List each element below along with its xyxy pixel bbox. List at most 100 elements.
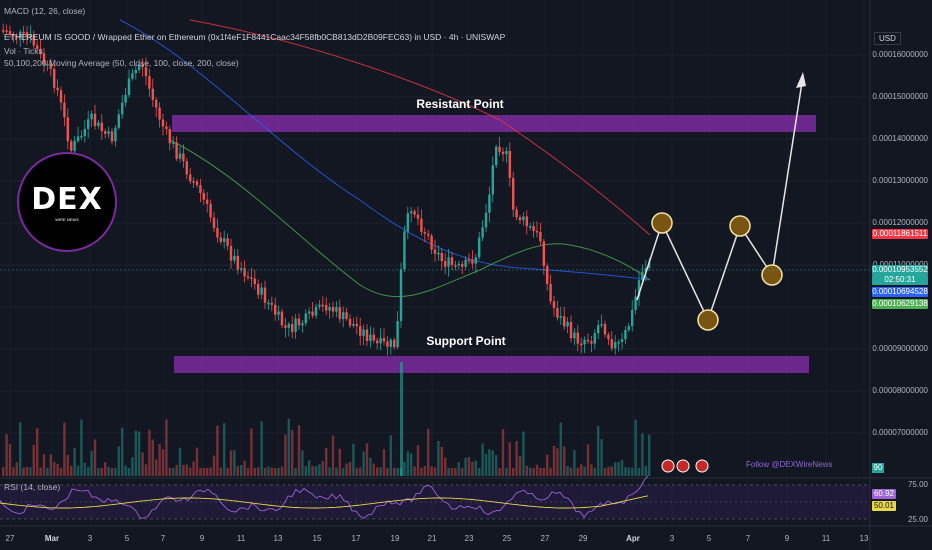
volume-bar (76, 465, 80, 476)
volume-bar (597, 426, 600, 476)
candle (386, 341, 389, 347)
candle (447, 257, 450, 267)
volume-bar (134, 430, 137, 476)
candle (257, 284, 260, 295)
candle (168, 129, 171, 144)
flag-icon[interactable] (676, 459, 690, 473)
candle (552, 301, 556, 309)
x-axis-label: Apr (626, 534, 640, 543)
volume-bar (603, 467, 607, 476)
candle (107, 131, 110, 134)
candle (471, 259, 474, 264)
volume-bar (59, 467, 63, 476)
volume-bar (25, 466, 29, 476)
volume-bar (393, 467, 396, 476)
candle (80, 135, 83, 138)
candle (454, 264, 457, 267)
volume-bar (304, 466, 307, 476)
y-axis-label: 0.00009000000 (872, 344, 928, 353)
last-price-badge: 0.00010953552 (872, 265, 928, 275)
x-axis-label: 25 (502, 534, 512, 543)
flag-icon[interactable] (695, 459, 709, 473)
candle (437, 252, 440, 255)
volume-bar (525, 465, 528, 476)
candle (148, 76, 151, 89)
volume-bar (240, 465, 243, 476)
rsi-label: RSI (14, close) (4, 482, 61, 492)
candle (175, 142, 178, 159)
candle (165, 126, 168, 130)
logo-subtext: WIRE NEWS (55, 217, 79, 222)
candle (648, 262, 651, 268)
candle (223, 238, 226, 242)
candle (260, 287, 263, 295)
currency-selector[interactable]: USD (874, 32, 901, 45)
candle (49, 64, 52, 69)
volume-bar (376, 467, 379, 476)
volume-bar (141, 452, 144, 476)
candle (8, 31, 12, 35)
candle (430, 235, 433, 250)
volume-bar (287, 418, 290, 476)
candle (15, 36, 18, 38)
volume-bar (107, 466, 110, 476)
candle (328, 307, 331, 311)
candle (440, 252, 443, 262)
candle (236, 255, 239, 270)
volume-bar (195, 447, 199, 476)
candle (413, 211, 416, 215)
volume-bar (270, 467, 273, 476)
ma-red-badge: 0.00011861511 (872, 229, 928, 239)
volume-bar (138, 431, 141, 476)
volume-bar (32, 444, 35, 476)
volume-bar (382, 449, 386, 476)
volume-bar (447, 467, 450, 476)
volume-bar (250, 428, 253, 476)
volume-bar (338, 448, 341, 476)
volume-bar (648, 434, 651, 476)
candle (209, 203, 212, 218)
volume-bar (39, 467, 42, 476)
candle (25, 32, 29, 38)
volume-bar (406, 451, 409, 476)
volume-bar (219, 467, 222, 476)
x-axis-label: 21 (427, 534, 437, 543)
volume-bar (29, 467, 32, 476)
volume-bar (593, 467, 596, 476)
volume-bar (481, 443, 484, 476)
volume-bar (63, 422, 66, 476)
x-axis-label: 3 (87, 534, 93, 543)
candle (345, 312, 348, 319)
volume-bar (15, 462, 18, 476)
candle (127, 78, 131, 96)
candle (600, 324, 603, 326)
volume-bar (342, 467, 345, 476)
volume-bar (172, 467, 175, 476)
x-axis-label: 27 (540, 534, 550, 543)
flag-icon[interactable] (661, 459, 675, 473)
candle (348, 318, 352, 326)
candle (314, 306, 318, 316)
candle (297, 318, 301, 326)
candle (372, 334, 375, 341)
candle (393, 339, 396, 348)
volume-bar (372, 463, 375, 476)
candle (158, 107, 161, 120)
candle (76, 136, 80, 141)
candle (131, 73, 134, 79)
candle (382, 338, 386, 342)
pivot-circle-3 (729, 215, 751, 237)
candle (515, 209, 518, 218)
candle (403, 231, 406, 270)
chart-title[interactable]: ETHEREUM IS GOOD / Wrapped Ether on Ethe… (4, 32, 506, 42)
volume-bar (49, 454, 52, 476)
candle (240, 268, 243, 270)
volume-bar (365, 443, 369, 476)
candle (66, 117, 69, 142)
volume-bar (263, 467, 267, 476)
candle (277, 311, 280, 315)
volume-bar (518, 456, 522, 476)
dex-logo: DEX WIRE NEWS (17, 152, 117, 252)
volume-bar (423, 466, 426, 476)
